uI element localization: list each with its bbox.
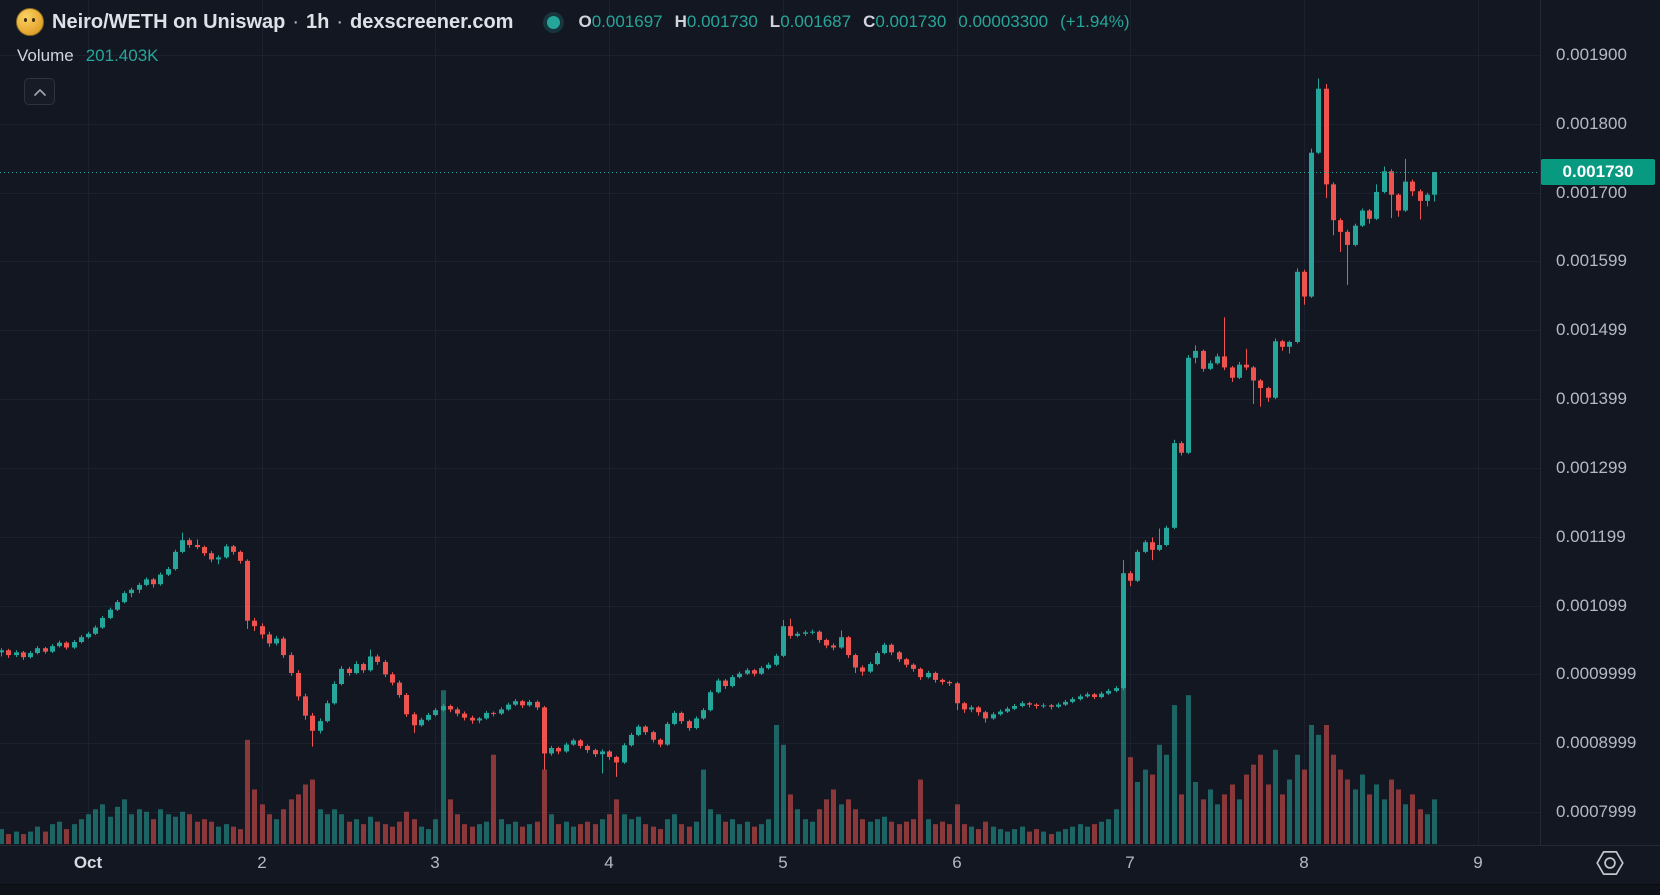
price-axis-label: 0.001900 (1556, 45, 1627, 64)
time-axis[interactable]: Oct 2 3 4 5 6 7 8 9 (0, 845, 1540, 884)
volume-readout: Volume 201.403K (17, 46, 159, 66)
price-axis-label: 0.001099 (1556, 596, 1627, 615)
price-axis-label: 0.001700 (1556, 183, 1627, 202)
interval-label: 1h (306, 10, 330, 33)
price-axis[interactable]: 0.001900 0.001800 0.001700 0.001599 0.001499… (1540, 0, 1660, 845)
time-axis-label: 6 (952, 853, 962, 872)
high-label: H (674, 12, 687, 31)
price-axis-label: 0.001599 (1556, 251, 1627, 270)
volume-label: Volume (17, 46, 74, 65)
low-value: 0.001687 (780, 12, 852, 31)
chart-legend: Neiro/WETH on Uniswap · 1h · dexscreener.com… (16, 8, 1130, 36)
open-label: O (578, 12, 592, 31)
price-axis-label: 0.0009999 (1556, 664, 1637, 683)
price-axis-label: 0.001499 (1556, 320, 1627, 339)
time-axis-label: 8 (1299, 853, 1309, 872)
hexagon-gear-icon (1596, 851, 1624, 875)
source-site: dexscreener.com (350, 10, 514, 33)
pair-name: Neiro/WETH on Uniswap (52, 10, 286, 33)
legend-collapse-button[interactable] (24, 78, 55, 105)
price-axis-label: 0.0008999 (1556, 733, 1637, 752)
price-axis-label: 0.0007999 (1556, 802, 1637, 821)
change-absolute: 0.00003300 (958, 12, 1049, 31)
low-label: L (769, 12, 781, 31)
chart-title: Neiro/WETH on Uniswap · 1h · dexscreener.com (52, 11, 513, 34)
title-separator: · (292, 10, 300, 33)
axis-settings-button[interactable] (1594, 847, 1626, 879)
ohlc-readout: O0.001697 H0.001730 L0.001687 C0.001730 … (578, 12, 1129, 32)
time-axis-label: 4 (604, 853, 614, 872)
time-axis-label: 7 (1125, 853, 1135, 872)
token-logo-icon (16, 8, 44, 36)
time-axis-label: 2 (257, 853, 267, 872)
price-axis-label: 0.001800 (1556, 114, 1627, 133)
price-axis-label: 0.001399 (1556, 389, 1627, 408)
market-status-dot-icon (547, 15, 561, 29)
price-axis-label: 0.001299 (1556, 458, 1627, 477)
time-axis-label: 3 (430, 853, 440, 872)
time-axis-label: 9 (1473, 853, 1483, 872)
current-price-badge: 0.001730 (1541, 159, 1655, 185)
high-value: 0.001730 (686, 12, 758, 31)
title-separator: · (336, 10, 344, 33)
close-value: 0.001730 (875, 12, 947, 31)
chevron-up-icon (33, 88, 46, 96)
change-percent: (+1.94%) (1060, 12, 1130, 31)
open-value: 0.001697 (591, 12, 663, 31)
close-label: C (863, 12, 876, 31)
volume-value: 201.403K (85, 46, 159, 65)
price-axis-label: 0.001199 (1556, 527, 1626, 546)
time-axis-label: 5 (778, 853, 788, 872)
time-axis-label: Oct (73, 853, 103, 872)
